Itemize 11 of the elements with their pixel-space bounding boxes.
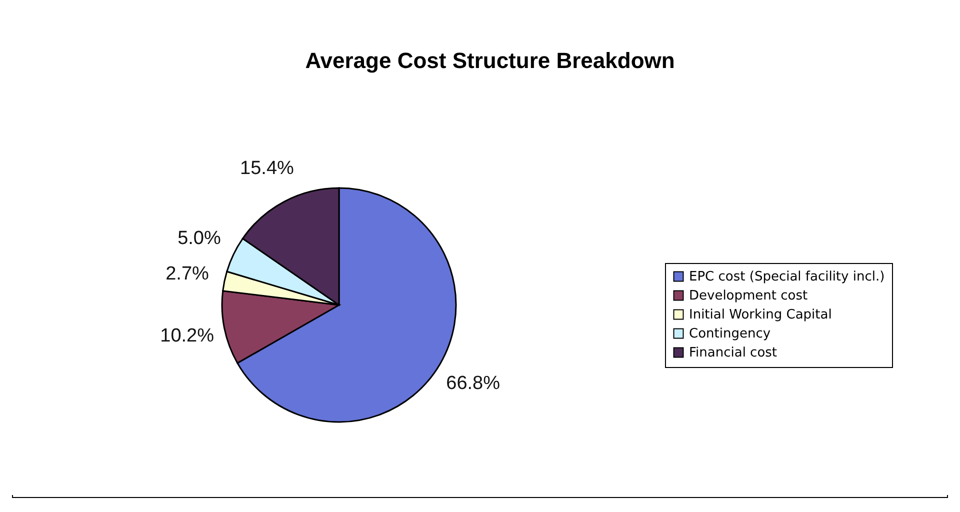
legend-label: Financial cost [689,346,778,360]
data-label: 15.4% [240,158,294,179]
data-label: 5.0% [178,228,221,249]
legend-label: EPC cost (Special facility incl.) [689,270,885,284]
data-label: 66.8% [446,372,500,394]
chart-title: Average Cost Structure Breakdown [305,48,675,73]
data-label: 2.7% [166,263,210,284]
legend-label: Contingency [689,326,771,342]
legend-label: Development cost [689,288,808,304]
data-label: 10.2% [160,326,214,347]
legend-label: Initial Working Capital [689,308,832,322]
